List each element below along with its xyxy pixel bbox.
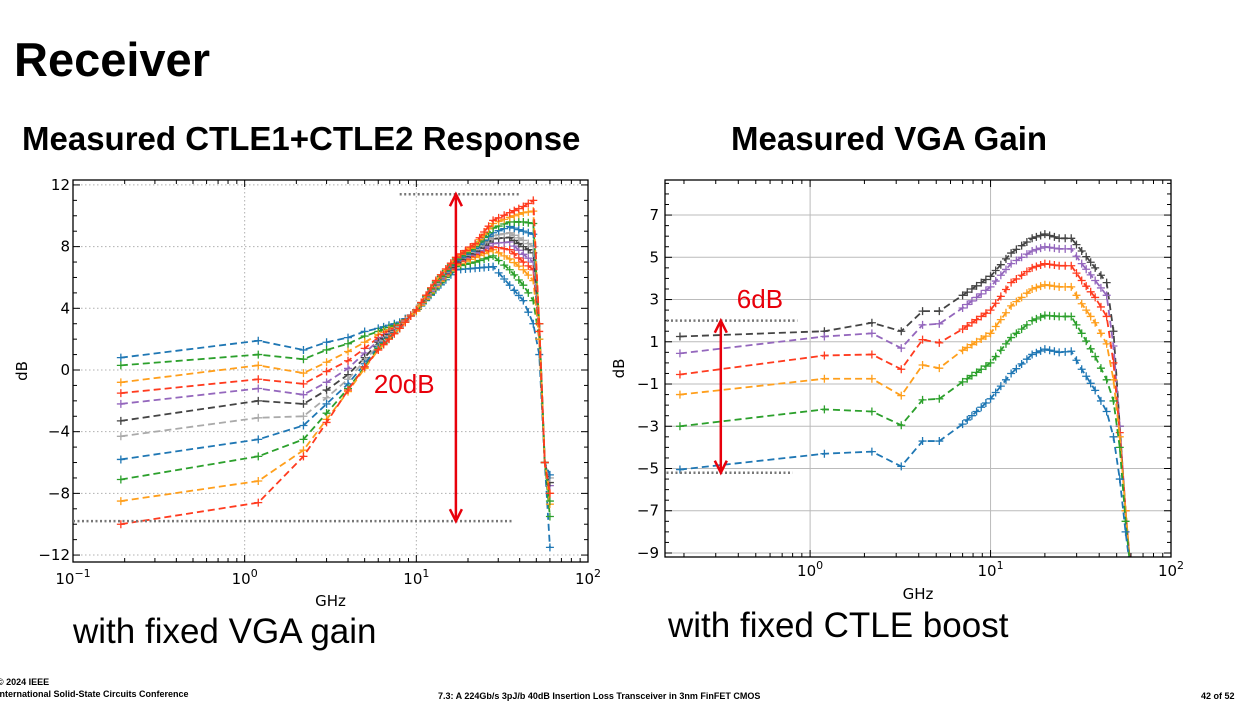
series-line-7 — [120, 231, 551, 479]
right-chart-title: Measured VGA Gain — [731, 120, 1048, 157]
x-tick-label: 10−1 — [55, 567, 90, 588]
series-line-8 — [120, 225, 551, 476]
range-arrow-head-up — [713, 317, 728, 334]
x-axis-label: GHz — [315, 592, 346, 610]
y-tick-label: −4 — [48, 423, 70, 441]
series-markers-2 — [675, 242, 1130, 515]
y-tick-label: −8 — [48, 484, 70, 502]
x-axis-label: GHz — [903, 585, 934, 603]
footer-copyright: © 2024 IEEE — [0, 677, 50, 687]
series-line-9 — [120, 221, 551, 502]
x-tick-label: 100 — [232, 567, 258, 588]
series-line-10 — [120, 210, 551, 502]
series-markers-6 — [675, 345, 1130, 536]
series-markers-3 — [675, 259, 1130, 515]
footer-paper-title: 7.3: A 224Gb/s 3pJ/b 40dB Insertion Loss… — [438, 691, 761, 701]
series-markers-11 — [116, 196, 554, 529]
y-tick-label: 3 — [649, 291, 659, 309]
left-chart-caption: with fixed VGA gain — [73, 612, 377, 651]
chart-ctle-response: 12 8 4 0 −4 −8 −12 10−1 100 101 102 GHz dB 20dB — [13, 176, 601, 610]
y-tick-label: 12 — [51, 176, 70, 194]
plot-frame — [664, 179, 1172, 558]
y-axis-label: dB — [13, 361, 31, 381]
series-group — [116, 196, 554, 552]
series-line-3 — [679, 262, 1131, 557]
right-chart-caption: with fixed CTLE boost — [668, 606, 1009, 645]
y-axis-label: dB — [610, 359, 628, 379]
series-line-2 — [120, 254, 551, 517]
y-tick-label: −3 — [637, 417, 659, 435]
y-tick-label: −1 — [637, 375, 659, 393]
series-line-2 — [679, 245, 1131, 557]
range-arrow-head-down — [448, 508, 464, 524]
series-line-4 — [679, 283, 1131, 557]
chart-vga-gain: 7 5 3 1 −1 −3 −5 −7 −9 100 101 102 GHz dB 6dB — [610, 179, 1184, 603]
series-line-6 — [120, 236, 551, 483]
series-markers-4 — [675, 280, 1130, 515]
footer-conference: International Solid-State Circuits Confe… — [0, 689, 189, 699]
x-tick-label: 100 — [797, 559, 823, 580]
range-arrow-head-up — [448, 191, 464, 207]
range-arrow-head-down — [713, 460, 728, 476]
series-line-5 — [120, 241, 551, 486]
footer-page-number: 42 of 52 — [1201, 691, 1235, 701]
range-annotation-label: 20dB — [374, 369, 435, 399]
series-markers-5 — [675, 311, 1130, 526]
plot-frame — [72, 179, 589, 563]
series-markers-1 — [675, 230, 1130, 515]
x-tick-label: 102 — [1158, 559, 1184, 580]
slide-title: Receiver — [14, 33, 210, 86]
x-tick-label: 101 — [403, 567, 429, 588]
series-group — [675, 230, 1131, 557]
y-tick-label: −7 — [637, 502, 659, 520]
x-tick-label: 102 — [575, 567, 601, 588]
x-tick-label: 101 — [978, 559, 1004, 580]
range-annotation-label: 6dB — [737, 284, 783, 314]
y-tick-label: −12 — [38, 546, 70, 564]
y-tick-label: 5 — [649, 248, 659, 266]
y-tick-label: 7 — [649, 206, 659, 224]
y-tick-label: −5 — [637, 460, 659, 478]
y-tick-label: −9 — [637, 544, 659, 562]
series-line-6 — [679, 348, 1130, 557]
left-chart-title: Measured CTLE1+CTLE2 Response — [22, 120, 581, 157]
y-tick-label: 1 — [649, 333, 659, 351]
series-line-5 — [679, 314, 1131, 557]
y-tick-label: 0 — [60, 361, 70, 379]
y-tick-label: 4 — [60, 299, 70, 317]
y-tick-label: 8 — [60, 238, 70, 256]
series-markers-5 — [116, 237, 554, 490]
